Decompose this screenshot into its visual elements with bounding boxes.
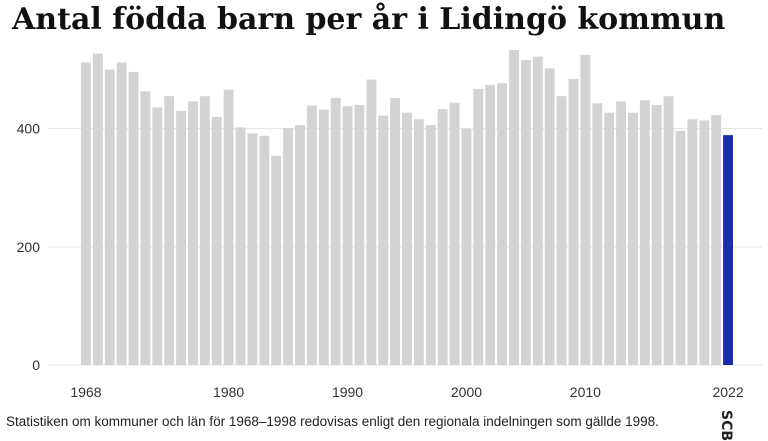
bar-1985 [283,128,294,365]
bar-1983 [259,135,270,365]
footnote: Statistiken om kommuner och län för 1968… [6,414,659,429]
bar-2020 [699,120,710,365]
bar-2016 [651,105,662,365]
bar-1969 [92,53,103,365]
bar-1990 [342,106,353,365]
x-tick-label: 1990 [332,384,363,400]
bar-2003 [497,83,508,366]
bar-1973 [140,91,151,365]
bar-2008 [556,96,567,366]
bar-2015 [639,100,650,365]
bar-2010 [580,54,591,365]
x-tick-label: 2022 [712,384,743,400]
x-tick-label: 1968 [70,384,101,400]
bar-1972 [128,71,139,365]
bar-1984 [271,155,282,365]
bar-2013 [616,101,626,366]
bar-1998 [437,109,448,366]
bar-1991 [354,105,365,365]
bar-2005 [520,60,531,365]
bar-1977 [188,101,198,366]
bar-1971 [116,62,127,366]
bar-1974 [152,107,163,365]
bar-1970 [104,69,115,365]
scb-logo: SCB [718,410,734,441]
bar-1988 [318,109,329,366]
bar-2001 [473,89,484,365]
bar-2000 [461,128,472,365]
bar-1993 [378,115,389,366]
bar-1989 [330,97,341,365]
bar-1976 [176,110,187,365]
bar-1994 [390,97,401,365]
bar-1982 [247,133,258,365]
y-tick-label: 400 [17,121,41,137]
y-axis-ticks: 0 200 400 [17,121,41,373]
x-tick-label: 2010 [570,384,601,400]
bar-1968 [81,62,91,366]
bar-2017 [663,96,674,366]
bar-2022 [723,135,733,365]
bar-1981 [235,127,246,365]
bar-1999 [449,102,460,366]
bar-1986 [295,125,305,365]
bars [81,50,733,366]
bar-2012 [604,112,615,365]
bar-1995 [402,112,412,365]
y-tick-label: 0 [32,357,40,373]
bar-2002 [485,84,496,365]
bar-1996 [413,119,424,365]
y-tick-label: 200 [17,239,41,255]
bar-1975 [164,96,175,366]
bar-chart: 0 200 400 1968 1980 1990 2000 2010 2022 [17,50,762,400]
bar-2007 [544,68,555,365]
bar-2009 [568,79,579,365]
bar-2019 [687,119,698,365]
x-tick-label: 1980 [213,384,244,400]
bar-1997 [425,125,436,365]
bar-2014 [627,112,638,365]
bar-2011 [592,103,603,366]
bar-1978 [199,96,210,366]
x-axis-ticks: 1968 1980 1990 2000 2010 2022 [70,384,743,400]
bar-1992 [366,79,377,365]
bar-2018 [675,131,686,365]
x-tick-label: 2000 [451,384,482,400]
bar-1979 [211,116,222,366]
bar-2004 [509,50,519,365]
bar-2006 [532,56,543,365]
chart-title: Antal födda barn per år i Lidingö kommun [12,2,726,37]
bar-1980 [223,89,234,366]
bar-1987 [306,105,317,365]
bar-2021 [711,115,722,365]
